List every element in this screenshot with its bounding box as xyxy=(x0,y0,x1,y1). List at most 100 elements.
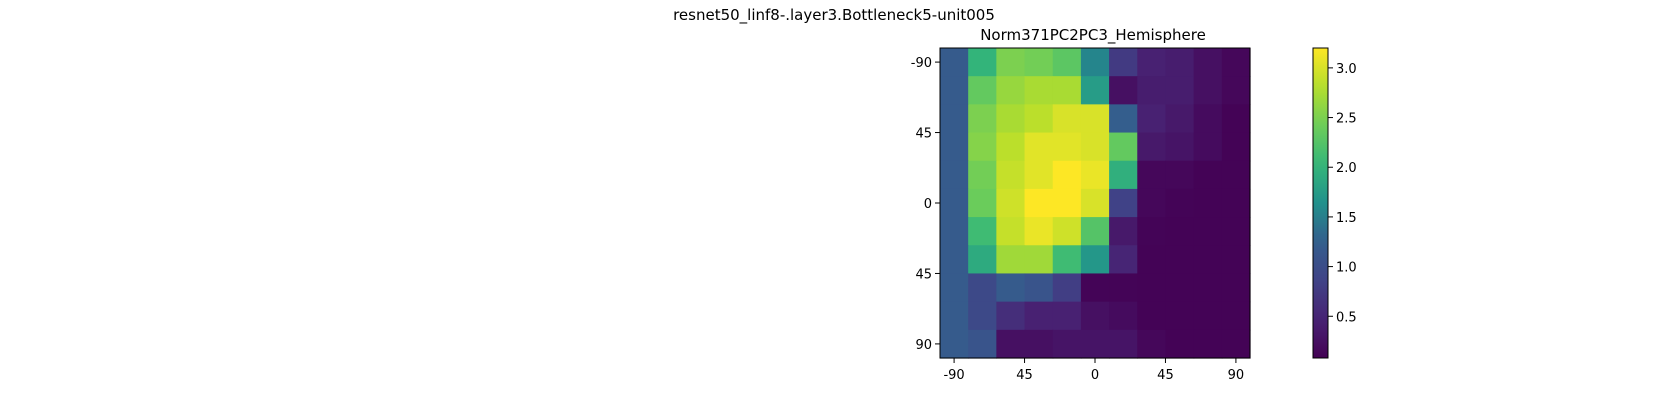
heatmap-cell xyxy=(1137,188,1167,218)
heatmap-cell xyxy=(996,217,1026,246)
y-tick-label: -90 xyxy=(911,56,932,71)
heatmap-cell xyxy=(1080,76,1110,105)
heatmap-cell xyxy=(1193,273,1223,303)
heatmap-cell xyxy=(1221,48,1251,77)
heatmap-cell xyxy=(968,76,997,105)
heatmap-cell xyxy=(1165,188,1195,218)
heatmap-cell xyxy=(1193,245,1223,275)
heatmap-cell xyxy=(1137,329,1167,359)
heatmap-cell xyxy=(1109,329,1138,359)
heatmap-cell xyxy=(1165,245,1195,275)
heatmap-cell xyxy=(1109,160,1138,190)
heatmap-cell xyxy=(996,160,1026,190)
colorbar-tick-label: 1.0 xyxy=(1336,261,1357,276)
heatmap-cell xyxy=(1137,104,1167,134)
heatmap-cell xyxy=(968,104,997,134)
y-tick-label: 0 xyxy=(924,197,932,212)
heatmap-cell xyxy=(940,188,969,218)
heatmap-cell xyxy=(1137,76,1167,105)
heatmap-cell xyxy=(1165,329,1195,359)
heatmap-cell xyxy=(1024,273,1054,303)
heatmap-cell xyxy=(1080,217,1110,246)
heatmap-cell xyxy=(1052,160,1082,190)
heatmap-cell xyxy=(968,48,997,77)
heatmap-cell xyxy=(1052,273,1082,303)
heatmap-cell xyxy=(1109,301,1138,331)
heatmap-cell xyxy=(1052,301,1082,331)
heatmap-cell xyxy=(1193,217,1223,246)
heatmap-cell xyxy=(1221,104,1251,134)
heatmap-cell xyxy=(1024,76,1054,105)
heatmap-cell xyxy=(996,104,1026,134)
heatmap-cell xyxy=(996,301,1026,331)
heatmap-cell xyxy=(1221,76,1251,105)
heatmap-cell xyxy=(1109,48,1138,77)
heatmap-cell xyxy=(1165,217,1195,246)
heatmap-cell xyxy=(1080,132,1110,162)
heatmap-cell xyxy=(1109,188,1138,218)
heatmap-cell xyxy=(1193,188,1223,218)
heatmap-cell xyxy=(1165,273,1195,303)
heatmap-cell xyxy=(940,48,969,77)
y-axis: -90 45 0 45 90 xyxy=(911,56,940,353)
heatmap-cell xyxy=(1052,132,1082,162)
heatmap-cell xyxy=(1024,301,1054,331)
heatmap-cell xyxy=(968,245,997,275)
heatmap-cell xyxy=(1137,301,1167,331)
heatmap-cell xyxy=(1052,329,1082,359)
heatmap-cell xyxy=(1080,104,1110,134)
heatmap-cell xyxy=(1221,160,1251,190)
heatmap-cell xyxy=(1221,188,1251,218)
heatmap-cell xyxy=(968,188,997,218)
heatmap-cell xyxy=(940,104,969,134)
heatmap-cell xyxy=(996,329,1026,359)
heatmap-cell xyxy=(968,160,997,190)
heatmap-cell xyxy=(1109,76,1138,105)
heatmap-cell xyxy=(1080,48,1110,77)
heatmap-cell xyxy=(1080,245,1110,275)
x-tick-label: 45 xyxy=(1157,368,1174,383)
colorbar-tick-label: 3.0 xyxy=(1336,62,1357,77)
heatmap-cell xyxy=(1109,273,1138,303)
heatmap-cell xyxy=(968,273,997,303)
colorbar-tick-label: 2.0 xyxy=(1336,161,1357,176)
heatmap-cell xyxy=(1193,301,1223,331)
heatmap-plot xyxy=(939,47,1251,359)
heatmap-cell xyxy=(1137,48,1167,77)
heatmap-cell xyxy=(940,329,969,359)
heatmap-cell xyxy=(996,48,1026,77)
colorbar-tick-label: 0.5 xyxy=(1336,310,1357,325)
heatmap-cell xyxy=(968,329,997,359)
heatmap-cell xyxy=(1193,132,1223,162)
heatmap-cell xyxy=(1024,104,1054,134)
heatmap-cell xyxy=(1193,48,1223,77)
heatmap-cell xyxy=(1109,104,1138,134)
heatmap-cell xyxy=(1080,273,1110,303)
colorbar-tick-label: 2.5 xyxy=(1336,112,1357,127)
heatmap-cell xyxy=(996,273,1026,303)
heatmap-cell xyxy=(1165,104,1195,134)
heatmap-cell xyxy=(968,217,997,246)
heatmap-cell xyxy=(940,301,969,331)
heatmap-cell xyxy=(940,76,969,105)
heatmap-cell xyxy=(1109,245,1138,275)
heatmap-cell xyxy=(1052,188,1082,218)
heatmap-cell xyxy=(1024,48,1054,77)
heatmap-cell xyxy=(1137,217,1167,246)
heatmap-cell xyxy=(996,76,1026,105)
heatmap-cell xyxy=(1052,76,1082,105)
x-axis: -90 45 0 45 90 xyxy=(943,358,1244,383)
heatmap-cell xyxy=(1165,160,1195,190)
heatmap-cell xyxy=(1165,301,1195,331)
heatmap-cell xyxy=(968,132,997,162)
heatmap-cell xyxy=(1165,76,1195,105)
heatmap-cell xyxy=(1109,217,1138,246)
heatmap-cell xyxy=(1024,188,1054,218)
heatmap-cell xyxy=(1221,301,1251,331)
x-tick-label: 0 xyxy=(1091,368,1099,383)
x-tick-label: -90 xyxy=(943,368,964,383)
heatmap-cell xyxy=(1221,329,1251,359)
heatmap-cell xyxy=(940,217,969,246)
heatmap-cell xyxy=(1080,188,1110,218)
heatmap-cell xyxy=(1024,245,1054,275)
